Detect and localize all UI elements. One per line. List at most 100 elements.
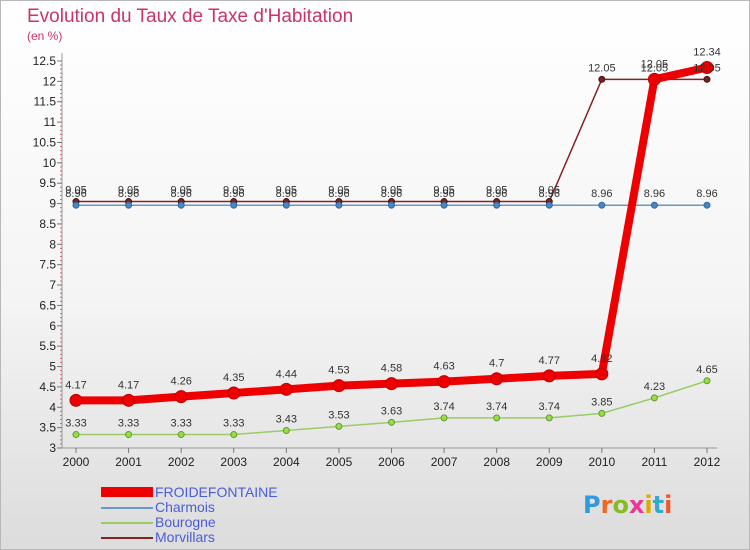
x-tick-label: 2002 <box>168 455 195 469</box>
series-charmois-point <box>703 201 711 209</box>
x-tick-label: 2004 <box>273 455 300 469</box>
series-bourogne-point <box>177 431 185 439</box>
series-froidefontaine-point <box>595 367 609 381</box>
series-froidefontaine-data-label: 12.34 <box>693 47 721 59</box>
series-charmois-data-label: 8.96 <box>486 188 507 200</box>
series-froidefontaine-point <box>279 382 293 396</box>
series-morvillars-point <box>703 75 711 83</box>
series-froidefontaine-data-label: 4.7 <box>489 358 504 370</box>
series-bourogne-data-label: 3.33 <box>223 418 244 430</box>
series-charmois-point <box>388 201 395 209</box>
series-bourogne-data-label: 3.74 <box>539 401 560 413</box>
y-tick-label: 12.5 <box>33 54 57 68</box>
y-tick-label: 8.5 <box>39 217 56 231</box>
series-morvillars-data-label: 9.05 <box>381 185 402 197</box>
series-bourogne-point <box>388 418 395 426</box>
series-bourogne-data-label: 3.33 <box>65 418 86 430</box>
series-bourogne-data-label: 3.63 <box>381 405 402 417</box>
series-froidefontaine-data-label: 4.26 <box>170 376 191 388</box>
series-froidefontaine-point <box>332 379 346 393</box>
proxiti-logo: Proxiti <box>583 491 673 519</box>
series-charmois-point <box>72 201 80 209</box>
x-tick-label: 2005 <box>326 455 353 469</box>
legend-label: FROIDEFONTAINE <box>155 484 278 500</box>
series-froidefontaine-point <box>700 61 714 75</box>
series-charmois-point <box>125 201 133 209</box>
series-froidefontaine-data-label: 4.77 <box>539 355 560 367</box>
series-morvillars-data-label: 9.05 <box>486 185 507 197</box>
y-tick-label: 9.5 <box>39 176 56 190</box>
series-charmois-data-label: 8.96 <box>433 188 454 200</box>
y-tick-label: 6 <box>49 319 56 333</box>
series-charmois-data-label: 8.96 <box>381 188 402 200</box>
series-bourogne-point <box>72 431 80 439</box>
series-froidefontaine-data-label: 4.35 <box>223 372 244 384</box>
series-charmois-point <box>598 201 606 209</box>
series-bourogne-point <box>125 431 133 439</box>
y-tick-label: 5 <box>49 360 56 374</box>
series-charmois-point <box>335 201 343 209</box>
x-tick-label: 2003 <box>220 455 247 469</box>
series-bourogne-point <box>703 377 711 385</box>
y-tick-label: 4.5 <box>39 380 56 394</box>
y-tick-label: 3.5 <box>39 421 56 435</box>
series-bourogne-point <box>545 414 553 422</box>
series-bourogne-point <box>493 414 501 422</box>
series-bourogne-data-label: 4.23 <box>644 381 665 393</box>
legend-swatch <box>101 537 153 539</box>
series-morvillars-data-label: 9.05 <box>328 185 349 197</box>
y-tick-label: 10 <box>43 156 57 170</box>
series-charmois-data-label: 8.96 <box>539 188 560 200</box>
y-tick-label: 4 <box>49 400 56 414</box>
legend-label: Charmois <box>155 499 215 515</box>
series-bourogne-data-label: 3.33 <box>170 418 191 430</box>
series-froidefontaine-data-label: 12.05 <box>641 58 669 70</box>
series-charmois-data-label: 8.96 <box>328 188 349 200</box>
series-charmois-data-label: 8.96 <box>223 188 244 200</box>
series-morvillars-data-label: 12.05 <box>588 62 616 74</box>
series-froidefontaine-data-label: 4.63 <box>433 361 454 373</box>
series-froidefontaine-data-label: 4.17 <box>118 379 139 391</box>
series-froidefontaine-point <box>227 386 241 400</box>
series-morvillars-data-label: 12.05 <box>641 62 669 74</box>
series-bourogne-data-label: 3.43 <box>276 413 297 425</box>
legend-swatch <box>101 507 153 509</box>
series-bourogne-data-label: 3.74 <box>486 401 507 413</box>
series-charmois-data-label: 8.96 <box>170 188 191 200</box>
series-morvillars-data-label: 9.05 <box>223 185 244 197</box>
series-froidefontaine-data-label: 4.82 <box>591 353 612 365</box>
y-tick-label: 3 <box>49 441 56 455</box>
series-froidefontaine-point <box>122 393 136 407</box>
series-charmois-data-label: 8.96 <box>591 188 612 200</box>
y-tick-label: 5.5 <box>39 339 56 353</box>
series-morvillars-data-label: 9.05 <box>118 185 139 197</box>
x-tick-label: 2006 <box>378 455 405 469</box>
series-charmois-point <box>650 201 658 209</box>
series-froidefontaine-point <box>647 72 661 86</box>
series-charmois-point <box>545 201 553 209</box>
series-charmois-data-label: 8.96 <box>644 188 665 200</box>
series-froidefontaine-point <box>490 372 504 386</box>
series-charmois-point <box>282 201 290 209</box>
series-bourogne-point <box>440 414 448 422</box>
series-bourogne-point <box>282 426 290 434</box>
series-bourogne-data-label: 3.53 <box>328 409 349 421</box>
series-bourogne-point <box>230 431 238 439</box>
series-froidefontaine-data-label: 4.44 <box>276 368 297 380</box>
series-froidefontaine-point <box>174 390 188 404</box>
y-tick-label: 10.5 <box>33 135 57 149</box>
series-froidefontaine-point <box>69 393 83 407</box>
series-morvillars-data-label: 12.05 <box>693 62 721 74</box>
series-froidefontaine-data-label: 4.53 <box>328 365 349 377</box>
y-tick-label: 11 <box>44 115 57 129</box>
series-froidefontaine-point <box>385 377 398 391</box>
series-morvillars-point <box>598 75 606 83</box>
series-morvillars-data-label: 9.05 <box>539 185 560 197</box>
series-bourogne-point <box>598 409 606 417</box>
series-froidefontaine-data-label: 4.58 <box>381 363 402 375</box>
x-tick-label: 2011 <box>642 455 668 469</box>
series-morvillars-data-label: 9.05 <box>276 185 297 197</box>
series-charmois-point <box>230 201 238 209</box>
series-froidefontaine-point <box>437 375 451 389</box>
